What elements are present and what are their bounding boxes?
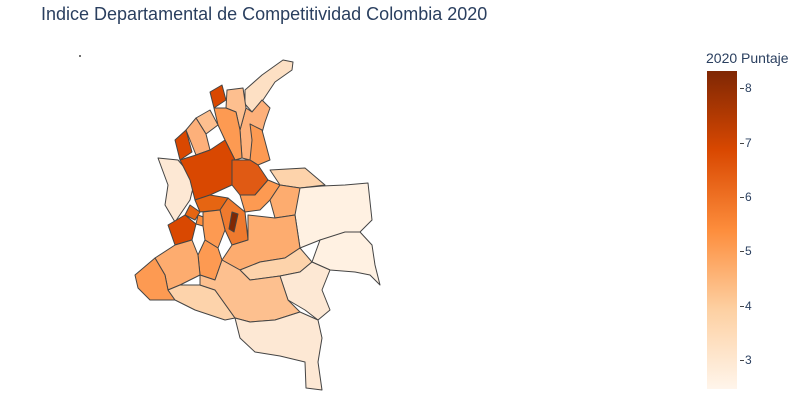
region-vaupes [279,261,331,321]
chart-title: Indice Departamental de Competitividad C… [41,4,488,24]
region-bolivar [213,107,243,161]
region-la-guajira [244,59,294,113]
region-risaralda [184,204,201,221]
map-marker-dot [79,55,81,57]
region-atlantico [209,84,227,109]
region-choco [157,157,196,223]
region-antioquia-uraba [174,129,193,161]
region-norte-de-santander [249,123,271,166]
colorbar-tick: 4 [740,300,752,312]
region-valle [167,214,197,246]
region-amazonas [234,311,323,391]
colorbar-tick: 5 [740,245,752,257]
colorbar-title: 2020 Puntaje [706,50,789,66]
region-cordoba [185,117,211,156]
region-bogota [228,211,239,233]
colorbar-tick: 3 [740,354,752,366]
region-caqueta [199,259,301,323]
colorbar [707,71,737,389]
colorbar-tick: 8 [740,82,752,94]
colorbar-tick: 7 [740,137,752,149]
colorbar-tick: 6 [740,191,752,203]
